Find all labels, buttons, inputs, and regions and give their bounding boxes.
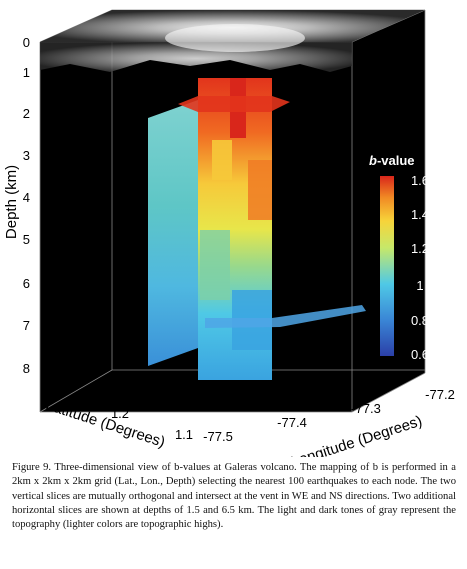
depth-axis: 0 1 2 3 4 5 6 7 8 Depth (km) bbox=[3, 35, 30, 376]
depth-tick: 2 bbox=[23, 106, 30, 121]
ns-slice bbox=[148, 100, 198, 366]
longitude-tick: -77.3 bbox=[351, 401, 381, 416]
colorbar-tick: 0.8 bbox=[411, 313, 429, 328]
depth-tick: 5 bbox=[23, 232, 30, 247]
depth-tick: 8 bbox=[23, 361, 30, 376]
depth-tick: 7 bbox=[23, 318, 30, 333]
colorbar-tick: 1.4 bbox=[411, 207, 429, 222]
b-value-slices bbox=[148, 78, 366, 380]
depth-tick: 0 bbox=[23, 35, 30, 50]
colorbar: b-value 1.6 1.4 1.2 1 0.8 0.6 bbox=[369, 153, 429, 362]
latitude-tick: 1.1 bbox=[175, 427, 193, 442]
colorbar-tick: 1.6 bbox=[411, 173, 429, 188]
longitude-axis-label: Longitude (Degrees) bbox=[289, 413, 424, 457]
longitude-tick: -77.4 bbox=[277, 415, 307, 430]
depth-tick: 4 bbox=[23, 190, 30, 205]
longitude-tick: -77.2 bbox=[425, 387, 455, 402]
depth-tick: 1 bbox=[23, 65, 30, 80]
depth-tick: 3 bbox=[23, 148, 30, 163]
horizontal-slice-1.5km bbox=[178, 96, 290, 112]
colorbar-gradient bbox=[380, 176, 394, 356]
colorbar-tick: 1.2 bbox=[411, 241, 429, 256]
depth-tick: 6 bbox=[23, 276, 30, 291]
colorbar-tick: 1 bbox=[416, 278, 423, 293]
topography-surface bbox=[40, 10, 425, 72]
latitude-tick: 1.2 bbox=[111, 406, 129, 421]
depth-axis-label: Depth (km) bbox=[3, 165, 20, 239]
colorbar-title: b-value bbox=[369, 153, 415, 168]
longitude-tick: -77.5 bbox=[203, 429, 233, 444]
b-value-3d-figure: 0 1 2 3 4 5 6 7 8 Depth (km) 1.3 1.2 1.1… bbox=[3, 9, 455, 457]
latitude-tick: 1.3 bbox=[47, 385, 65, 400]
horizontal-slice-6.5km bbox=[205, 305, 366, 328]
figure-caption: Figure 9. Three-dimensional view of b-va… bbox=[12, 462, 456, 531]
colorbar-tick: 0.6 bbox=[411, 347, 429, 362]
